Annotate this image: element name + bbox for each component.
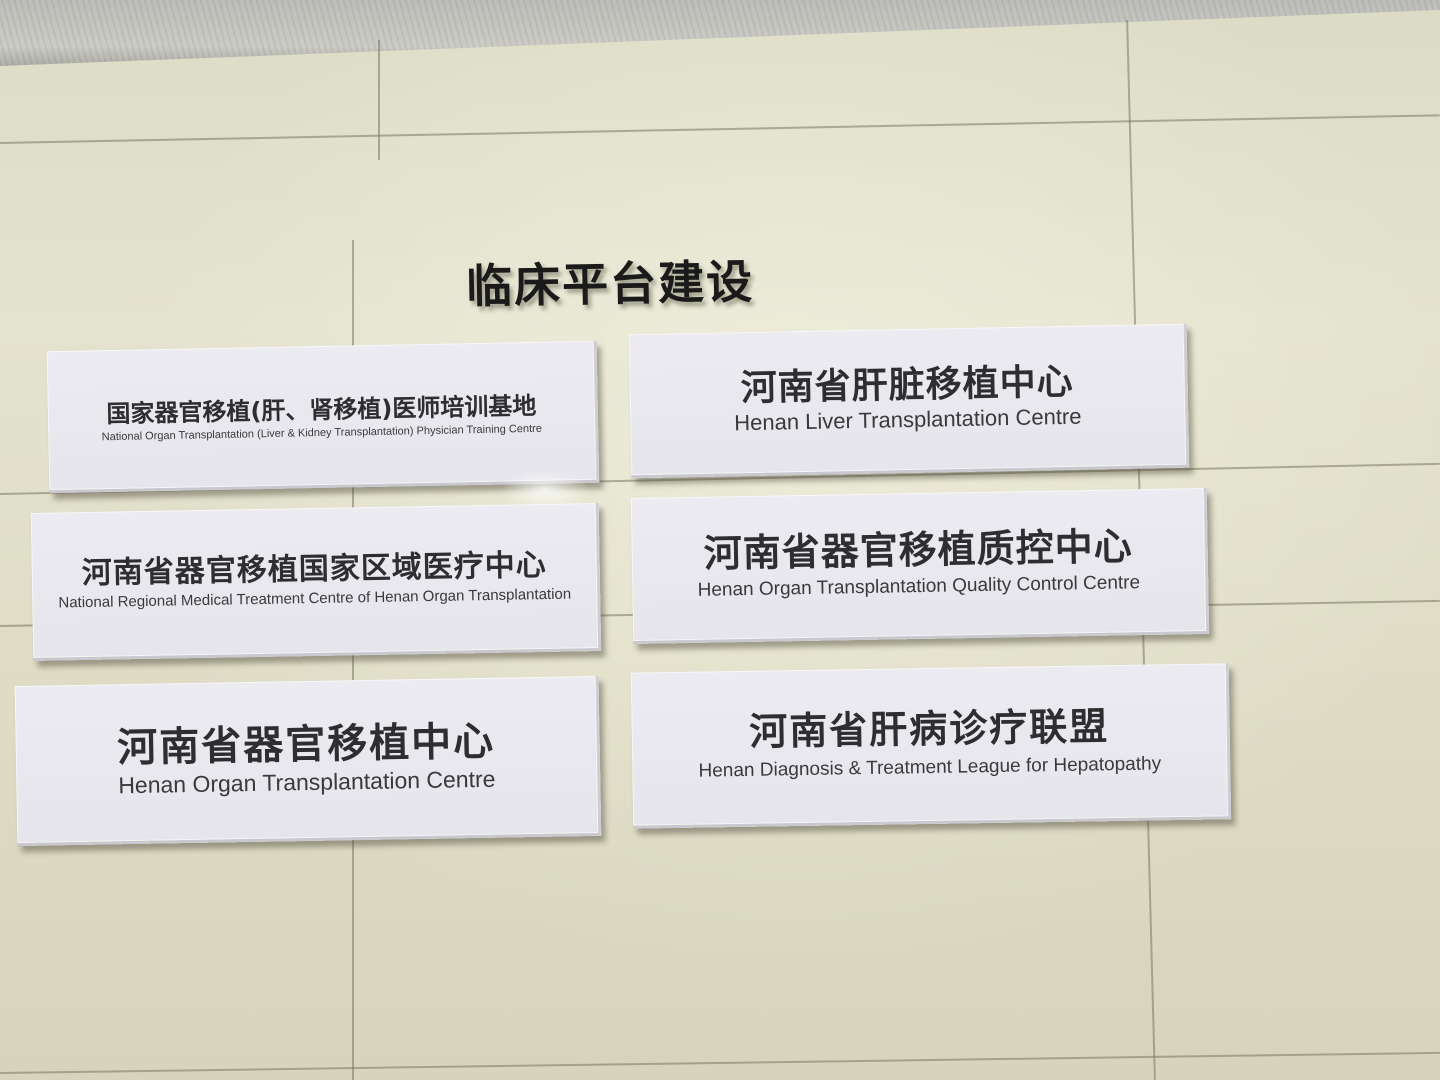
wall-heading: 临床平台建设 [465,254,755,314]
sign-chinese-title: 河南省器官移植国家区域医疗中心 [81,547,548,592]
sign-liver-transplantation-centre: 河南省肝脏移植中心 Henan Liver Transplantation Ce… [628,323,1190,479]
tile-seam [0,114,1440,144]
sign-organ-transplantation-centre: 河南省器官移植中心 Henan Organ Transplantation Ce… [14,675,602,847]
sign-english-title: Henan Organ Transplantation Centre [118,765,496,799]
sign-quality-control-centre: 河南省器官移植质控中心 Henan Organ Transplantation … [630,487,1210,645]
sign-chinese-title: 河南省器官移植中心 [116,718,496,772]
tile-seam [378,40,380,160]
sign-chinese-title: 河南省肝病诊疗联盟 [748,704,1110,755]
sign-english-title: Henan Organ Transplantation Quality Cont… [697,572,1141,601]
sign-regional-medical-centre: 河南省器官移植国家区域医疗中心 National Regional Medica… [30,503,602,661]
sign-chinese-title: 河南省肝脏移植中心 [740,361,1075,409]
sign-english-title: Henan Liver Transplantation Centre [733,403,1082,436]
sign-english-title: Henan Diagnosis & Treatment League for H… [698,753,1162,782]
sign-hepatopathy-league: 河南省肝病诊疗联盟 Henan Diagnosis & Treatment Le… [630,663,1232,829]
sign-chinese-title: 河南省器官移植质控中心 [703,524,1134,576]
tile-seam [0,1051,1440,1074]
tile-seam [352,240,354,1080]
sign-training-centre: 国家器官移植(肝、肾移植)医师培训基地 National Organ Trans… [46,340,600,494]
ceiling-texture [0,0,1440,66]
sign-chinese-title: 国家器官移植(肝、肾移植)医师培训基地 [106,391,537,428]
